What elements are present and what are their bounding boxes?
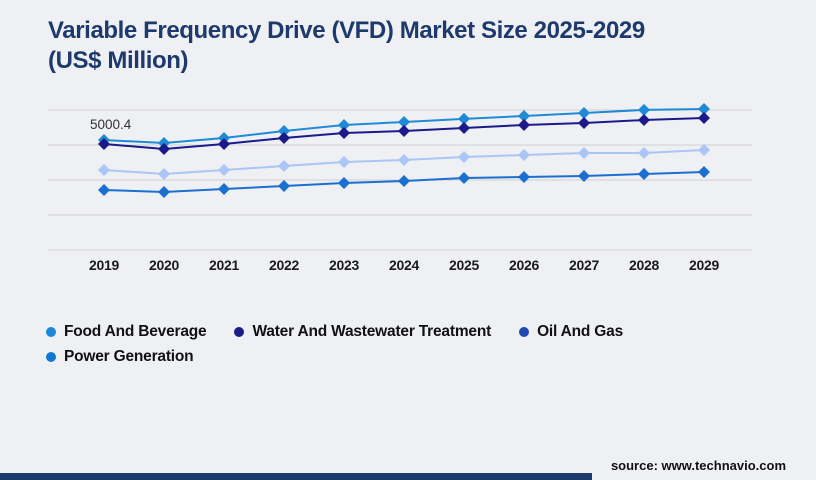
data-point-marker [218,164,230,176]
data-point-marker [638,147,650,159]
data-point-marker [458,122,470,134]
x-axis-label: 2019 [89,257,119,273]
legend-item-water-and-wastewater-treatment: Water And Wastewater Treatment [234,323,491,341]
data-point-marker [398,116,410,128]
data-point-marker [698,166,710,178]
x-axis-label: 2022 [269,257,299,273]
data-point-marker [458,112,470,125]
data-point-marker [578,107,590,119]
data-point-marker [518,110,530,122]
x-axis-label: 2025 [449,257,479,273]
legend-dot-oil-and-gas [519,327,530,337]
line-chart: 2019 2020 2021 2022 2023 2024 2025 2026 2027 2028… [48,103,752,273]
data-point-marker [278,125,290,137]
data-point-marker [278,132,290,144]
legend-label: Oil And Gas [537,323,623,340]
legend-label: Water And Wastewater Treatment [252,323,492,340]
data-point-marker [578,147,590,159]
data-point-marker [638,114,650,126]
legend-dot-food-and-beverage [46,327,56,337]
data-point-marker [338,177,350,189]
data-point-marker [98,138,110,150]
data-point-marker [218,138,230,150]
chart-legend: Food And Beverage Water And Wastewater Tr… [46,323,746,366]
data-point-marker [158,143,170,155]
data-point-marker [638,103,650,116]
legend-item-oil-and-gas: Oil And Gas [519,323,623,341]
data-point-marker [398,154,410,166]
data-point-marker [458,172,470,184]
data-point-marker [338,156,350,168]
data-point-label: 5000.4 [90,117,132,132]
data-point-marker [398,125,410,137]
legend-item-food-and-beverage: Food And Beverage [46,323,207,341]
data-point-marker [338,119,350,131]
x-axis-label: 2020 [149,257,179,273]
legend-dot-water-and-wastewater-treatment [234,327,245,337]
chart-title: Variable Frequency Drive (VFD) Market Si… [48,16,645,76]
chart-title-line1: Variable Frequency Drive (VFD) Market Si… [48,17,645,44]
data-point-marker [698,103,710,115]
data-point-marker [518,171,530,183]
data-point-marker [698,144,710,156]
data-point-marker [518,119,530,131]
x-axis-label: 2029 [689,257,719,273]
legend-item-power-generation: Power Generation [46,348,194,366]
footer-bar [0,473,592,480]
data-point-marker [98,184,110,196]
data-point-marker [458,151,470,163]
data-point-marker [518,149,530,161]
data-point-marker [158,186,170,198]
series-oil-and-gas [98,144,710,180]
x-axis-labels: 2019 2020 2021 2022 2023 2024 2025 2026 2027 2028… [89,257,720,273]
x-axis-label: 2028 [629,257,659,273]
data-point-marker [98,164,110,176]
data-point-marker [698,112,710,124]
data-point-marker [338,127,350,139]
x-axis-label: 2026 [509,257,539,273]
x-axis-label: 2023 [329,257,359,273]
x-axis-label: 2021 [209,257,239,273]
series-food-and-beverage [98,103,710,149]
data-point-marker [578,170,590,182]
series-water-and-wastewater-treatment [98,112,710,155]
legend-label: Food And Beverage [64,323,207,340]
data-point-marker [638,168,650,180]
data-point-marker [278,180,290,192]
data-point-marker [578,117,590,129]
chart-title-line2: (US$ Million) [48,47,189,74]
data-point-marker [218,183,230,195]
source-attribution: source: www.technavio.com [610,458,786,473]
series-power-generation [98,166,710,198]
legend-dot-power-generation [46,352,56,362]
x-axis-label: 2024 [389,257,419,273]
x-axis-label: 2027 [569,257,599,273]
data-point-marker [158,168,170,180]
data-point-marker [278,160,290,172]
legend-label: Power Generation [64,348,194,365]
data-point-marker [398,175,410,187]
